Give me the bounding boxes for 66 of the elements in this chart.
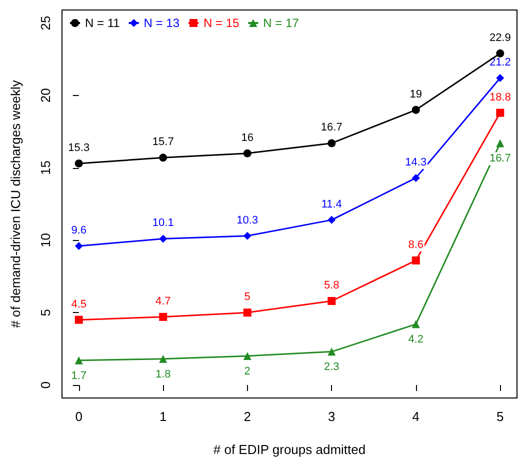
point [412, 174, 420, 182]
data-label: 4.2 [408, 334, 424, 346]
legend-label: N = 13 [144, 16, 180, 30]
point [243, 232, 252, 240]
point [412, 256, 420, 264]
y-tick-label: 5 [38, 308, 53, 316]
point [159, 154, 168, 162]
point [496, 139, 504, 148]
data-label: 1.8 [155, 368, 171, 380]
y-tick-label: 25 [38, 16, 53, 30]
data-label: 9.6 [71, 224, 86, 236]
data-label: 5 [244, 291, 250, 304]
point [328, 139, 336, 148]
data-label: 5.8 [324, 280, 340, 292]
point [159, 312, 168, 321]
x-tick-label: 5 [496, 409, 504, 424]
x-tick-label: 0 [75, 409, 82, 424]
x-axis-title: # of EDIP groups admitted [213, 442, 366, 457]
point [243, 308, 252, 317]
y-tick-label: 0 [38, 381, 53, 389]
data-label: 8.6 [408, 238, 424, 251]
point [412, 320, 420, 328]
point [412, 106, 420, 114]
x-tick-label: 1 [159, 409, 167, 424]
y-axis-title: # of demand-driven ICU discharges weekly [8, 80, 23, 328]
data-label: 4.7 [155, 295, 171, 308]
legend-label: N = 17 [263, 16, 300, 30]
data-label: 21.2 [489, 56, 511, 69]
data-label: 2.3 [324, 361, 340, 374]
data-label: 10.1 [152, 217, 174, 230]
point [159, 354, 168, 363]
point [328, 216, 336, 224]
point [496, 49, 504, 58]
data-label: 18.8 [489, 91, 511, 104]
point [74, 316, 83, 324]
data-label: 4.5 [71, 298, 86, 310]
point [328, 297, 336, 305]
data-label: 16.7 [320, 122, 342, 134]
point [328, 348, 336, 356]
point [74, 159, 83, 168]
x-tick-label: 4 [412, 409, 420, 424]
point [496, 74, 504, 82]
data-label: 22.9 [489, 32, 511, 44]
x-tick-label: 3 [328, 409, 336, 424]
data-label: 16.7 [489, 152, 511, 165]
data-label: 19 [410, 88, 422, 100]
point [243, 352, 252, 360]
data-label: 1.7 [71, 370, 86, 382]
data-label: 10.3 [236, 214, 258, 226]
point [159, 234, 168, 243]
data-label: 2 [244, 366, 250, 378]
point [496, 108, 504, 117]
point [74, 356, 83, 364]
y-tick-label: 10 [38, 232, 53, 248]
legend-label: N = 11 [85, 16, 120, 30]
data-label: 11.4 [321, 198, 342, 210]
point [243, 149, 252, 158]
point [74, 242, 83, 250]
data-label: 16 [241, 132, 254, 144]
data-label: 15.7 [152, 136, 174, 148]
data-label: 14.3 [405, 156, 427, 168]
data-label: 15.3 [68, 142, 90, 154]
y-tick-label: 15 [38, 160, 53, 176]
y-tick-label: 20 [38, 88, 53, 103]
x-tick-label: 2 [244, 409, 251, 424]
legend-label: N = 15 [203, 16, 240, 30]
